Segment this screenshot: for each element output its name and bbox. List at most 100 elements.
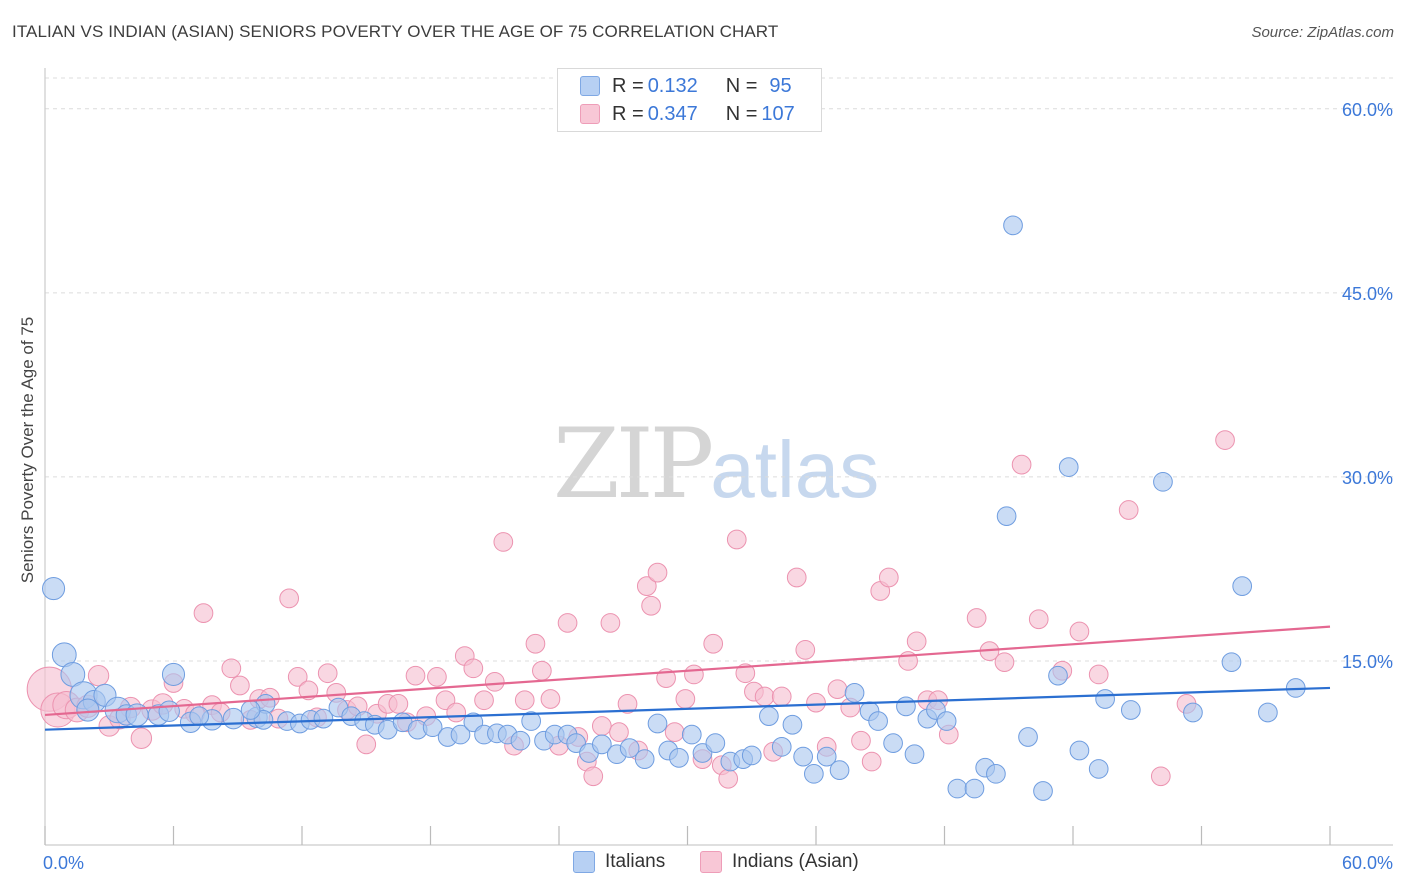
legend-r-value: 0.347 xyxy=(647,102,698,125)
italians-point xyxy=(1033,781,1053,801)
indians-point xyxy=(463,658,484,679)
italians-point xyxy=(1003,215,1023,236)
indians-point xyxy=(532,660,552,681)
indians-point xyxy=(484,671,505,692)
indians-point xyxy=(726,529,747,550)
italians-point xyxy=(883,733,903,754)
trend-lines xyxy=(44,625,1331,731)
indians-point xyxy=(1011,454,1032,475)
italians-point xyxy=(681,724,702,745)
italians-point xyxy=(759,706,779,727)
italians-point xyxy=(510,730,531,751)
indians-point xyxy=(221,658,242,679)
italians-point xyxy=(450,724,471,745)
italians-point xyxy=(158,700,180,722)
source-label: Source: ZipAtlas.com xyxy=(1251,24,1394,41)
italians-point xyxy=(1232,576,1253,596)
italians-point xyxy=(793,746,814,767)
italians-point xyxy=(1183,702,1203,723)
indians-point xyxy=(703,633,724,654)
italians-point xyxy=(782,714,803,735)
legend-swatch-indians xyxy=(580,104,600,124)
indians-point xyxy=(514,690,535,711)
tick-labels: 15.0% 30.0% 45.0% 60.0% 0.0% 60.0% xyxy=(43,100,1393,873)
indians-point xyxy=(600,613,621,633)
indians-point xyxy=(664,722,685,742)
legend-swatch-italians xyxy=(573,851,595,873)
italians-point xyxy=(161,662,186,686)
italians-point xyxy=(42,577,66,601)
italians-point xyxy=(1258,702,1278,723)
indians-point xyxy=(786,567,807,588)
indians-point xyxy=(827,679,848,700)
legend-n-value: 107 xyxy=(761,102,795,125)
indians-point xyxy=(861,751,882,772)
legend-item-italians: Italians xyxy=(573,851,665,873)
indians-point xyxy=(609,722,629,742)
indians-point xyxy=(754,686,775,707)
indians-point xyxy=(427,667,447,687)
indians-point xyxy=(806,692,826,713)
italians-point xyxy=(591,734,612,755)
indians-point xyxy=(1215,430,1235,450)
indians-point xyxy=(851,730,871,751)
italians-point xyxy=(647,713,668,734)
italians-point xyxy=(896,696,916,717)
italians-point xyxy=(705,733,726,754)
indians-point xyxy=(317,663,338,684)
indians-point xyxy=(1150,766,1171,787)
y-tick-label: 60.0% xyxy=(1342,100,1393,120)
legend-n-value: 95 xyxy=(769,74,792,97)
indians-point xyxy=(287,667,308,687)
italians-point xyxy=(669,748,689,768)
indians-point xyxy=(1088,664,1109,685)
indians-point xyxy=(795,640,816,660)
legend-n-label: N = xyxy=(725,102,758,125)
italians-point xyxy=(521,711,542,731)
indians-point xyxy=(771,686,792,707)
indians-point xyxy=(1069,621,1090,642)
x-tick-label: 0.0% xyxy=(43,853,84,873)
legend-row-indians: R = 0.347 N = 107 xyxy=(580,102,795,126)
indians-point xyxy=(718,768,739,789)
x-tick-label: 60.0% xyxy=(1342,853,1393,873)
italians-trend-line xyxy=(44,686,1331,731)
italians-point xyxy=(1120,700,1141,720)
indians-point xyxy=(617,694,638,714)
italians-point xyxy=(313,708,334,729)
italians-point xyxy=(829,760,850,781)
italians-point xyxy=(1069,740,1090,761)
italians-point xyxy=(904,744,925,765)
legend-row-italians: R = 0.132 N = 95 xyxy=(580,74,792,98)
italians-point xyxy=(986,763,1006,784)
legend-swatch-indians xyxy=(700,851,722,873)
indians-point xyxy=(279,588,299,609)
indians-point xyxy=(878,567,899,588)
italians-point xyxy=(816,746,837,767)
indians-point xyxy=(675,689,696,709)
italians-point xyxy=(741,745,762,766)
indians-point xyxy=(193,603,214,623)
indians-point xyxy=(591,716,612,736)
indians-point xyxy=(130,727,153,749)
italians-point xyxy=(1221,652,1242,673)
y-tick-label: 15.0% xyxy=(1342,652,1393,672)
italians-point xyxy=(1018,727,1038,747)
italians-point xyxy=(1153,471,1173,492)
italians-point xyxy=(1048,665,1068,686)
italians-point xyxy=(634,749,655,769)
italians-point xyxy=(996,506,1017,527)
legend-r-value: 0.132 xyxy=(647,74,698,97)
indians-point xyxy=(647,562,668,583)
legend-item-indians: Indians (Asian) xyxy=(700,851,859,873)
chart-title: ITALIAN VS INDIAN (ASIAN) SENIORS POVERT… xyxy=(12,22,779,41)
indians-point xyxy=(388,694,409,714)
indians-point xyxy=(735,663,756,684)
legend-label-italians: Italians xyxy=(605,851,666,872)
indians-point xyxy=(583,766,604,787)
italians-point xyxy=(189,706,210,727)
watermark-zip: ZIP xyxy=(553,408,714,520)
italians-point xyxy=(1095,689,1115,709)
italians-point xyxy=(868,711,888,731)
